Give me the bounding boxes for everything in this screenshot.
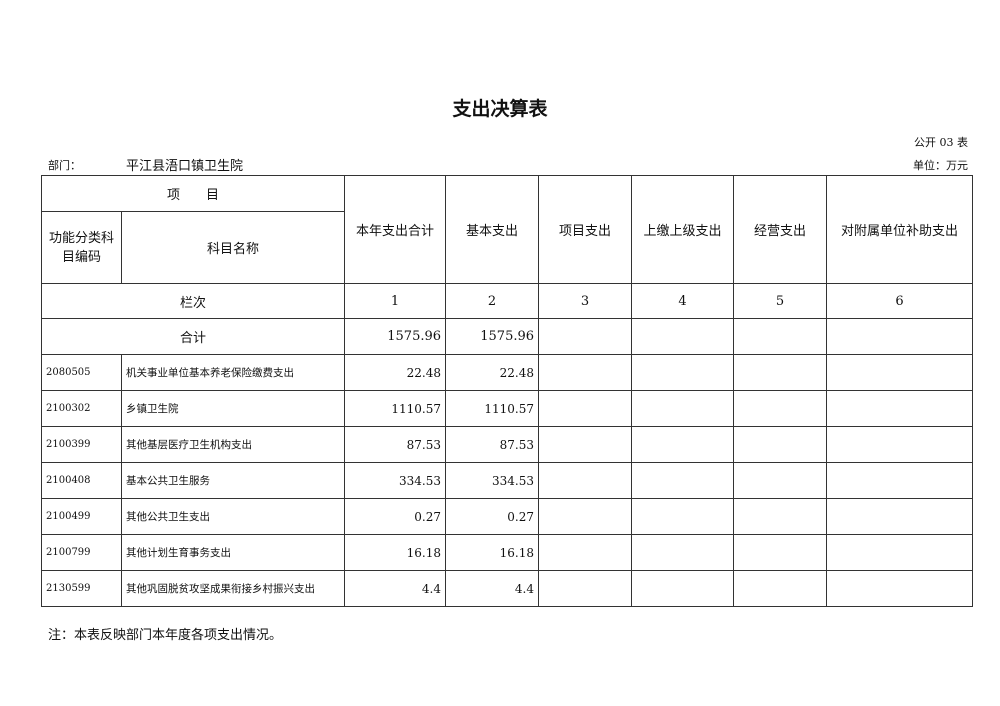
amount-cell	[733, 570, 828, 607]
amount-cell: 0.27	[445, 498, 540, 535]
column-number: 4	[631, 283, 735, 319]
column-number: 3	[538, 283, 633, 319]
total-value	[538, 318, 633, 355]
amount-cell	[826, 462, 974, 499]
table-row: 2100799 其他计划生育事务支出 16.18 16.18	[41, 534, 974, 571]
header-col-3: 项目支出	[538, 175, 633, 284]
subject-code: 2100408	[41, 462, 122, 499]
department-name: 平江县浯口镇卫生院	[126, 159, 244, 174]
amount-cell	[733, 498, 828, 535]
amount-cell	[826, 426, 974, 463]
amount-cell	[826, 570, 974, 607]
total-value: 1575.96	[344, 318, 447, 355]
header-col-5: 经营支出	[733, 175, 828, 284]
subject-name: 其他公共卫生支出	[120, 498, 346, 535]
amount-cell	[631, 534, 735, 571]
column-number-label: 栏次	[40, 283, 346, 319]
amount-cell: 4.4	[445, 570, 540, 607]
amount-cell: 0.27	[344, 498, 447, 535]
form-number: 公开 03 表	[914, 136, 968, 149]
table-row: 2100499 其他公共卫生支出 0.27 0.27	[41, 498, 974, 535]
amount-cell: 334.53	[445, 462, 540, 499]
total-value: 1575.96	[445, 318, 540, 355]
amount-cell: 1110.57	[344, 390, 447, 427]
header-item: 项 目	[40, 175, 346, 212]
amount-cell	[826, 354, 974, 391]
header-col-6: 对附属单位补助支出	[826, 175, 974, 284]
subject-code: 2100302	[41, 390, 122, 427]
column-number: 5	[733, 283, 828, 319]
amount-cell: 4.4	[344, 570, 447, 607]
subject-name: 其他基层医疗卫生机构支出	[120, 426, 346, 463]
header-col-2: 基本支出	[445, 175, 540, 284]
amount-cell	[631, 462, 735, 499]
table-row: 2130599 其他巩固脱贫攻坚成果衔接乡村振兴支出 4.4 4.4	[41, 570, 974, 607]
amount-cell	[631, 354, 735, 391]
subject-name: 机关事业单位基本养老保险缴费支出	[120, 354, 346, 391]
amount-cell	[538, 534, 633, 571]
amount-cell: 16.18	[344, 534, 447, 571]
amount-cell	[538, 354, 633, 391]
table-row: 2080505 机关事业单位基本养老保险缴费支出 22.48 22.48	[41, 354, 974, 391]
subject-code: 2080505	[41, 354, 122, 391]
subject-code: 2130599	[41, 570, 122, 607]
header-row: 功能分类科目编码 科目名称	[41, 211, 973, 284]
amount-cell: 22.48	[344, 354, 447, 391]
subject-name: 其他计划生育事务支出	[120, 534, 346, 571]
total-value	[826, 318, 974, 355]
amount-cell	[538, 498, 633, 535]
amount-cell	[826, 390, 974, 427]
amount-cell	[733, 354, 828, 391]
amount-cell	[733, 462, 828, 499]
amount-cell	[631, 390, 735, 427]
table-row: 2100399 其他基层医疗卫生机构支出 87.53 87.53	[41, 426, 974, 463]
subject-name: 基本公共卫生服务	[120, 462, 346, 499]
header-code: 功能分类科目编码	[41, 211, 122, 284]
amount-cell: 87.53	[344, 426, 447, 463]
column-number-row: 栏次 1 2 3 4 5 6	[40, 283, 974, 319]
amount-cell: 16.18	[445, 534, 540, 571]
expenditure-table: 项 目 本年支出合计 基本支出 项目支出 上缴上级支出 经营支出 对附属单位补助…	[40, 175, 974, 607]
header-col-4: 上缴上级支出	[631, 175, 735, 284]
total-value	[733, 318, 828, 355]
amount-cell	[538, 426, 633, 463]
amount-cell	[826, 534, 974, 571]
header-name: 科目名称	[120, 211, 346, 284]
amount-cell	[631, 570, 735, 607]
amount-cell: 334.53	[344, 462, 447, 499]
subject-name: 其他巩固脱贫攻坚成果衔接乡村振兴支出	[120, 570, 346, 607]
amount-cell	[826, 498, 974, 535]
amount-cell	[538, 570, 633, 607]
subject-code: 2100399	[41, 426, 122, 463]
page-title: 支出决算表	[452, 98, 548, 120]
column-number: 2	[445, 283, 540, 319]
column-number: 1	[344, 283, 447, 319]
unit-label: 单位：万元	[913, 159, 968, 172]
total-label: 合计	[40, 318, 346, 355]
table-note: 注：本表反映部门本年度各项支出情况。	[48, 628, 283, 643]
amount-cell: 1110.57	[445, 390, 540, 427]
amount-cell	[733, 534, 828, 571]
amount-cell	[538, 390, 633, 427]
total-value	[631, 318, 735, 355]
table-row: 2100408 基本公共卫生服务 334.53 334.53	[41, 462, 974, 499]
column-number: 6	[826, 283, 974, 319]
amount-cell	[631, 498, 735, 535]
header-row: 项 目 本年支出合计 基本支出 项目支出 上缴上级支出 经营支出 对附属单位补助…	[40, 175, 974, 284]
header-col-1: 本年支出合计	[344, 175, 447, 284]
amount-cell	[538, 462, 633, 499]
subject-code: 2100799	[41, 534, 122, 571]
subject-code: 2100499	[41, 498, 122, 535]
department-label: 部门：	[48, 159, 81, 172]
amount-cell: 87.53	[445, 426, 540, 463]
subject-name: 乡镇卫生院	[120, 390, 346, 427]
amount-cell	[733, 426, 828, 463]
amount-cell: 22.48	[445, 354, 540, 391]
amount-cell	[631, 426, 735, 463]
table-row: 2100302 乡镇卫生院 1110.57 1110.57	[41, 390, 974, 427]
amount-cell	[733, 390, 828, 427]
total-row: 合计 1575.96 1575.96	[40, 318, 974, 355]
